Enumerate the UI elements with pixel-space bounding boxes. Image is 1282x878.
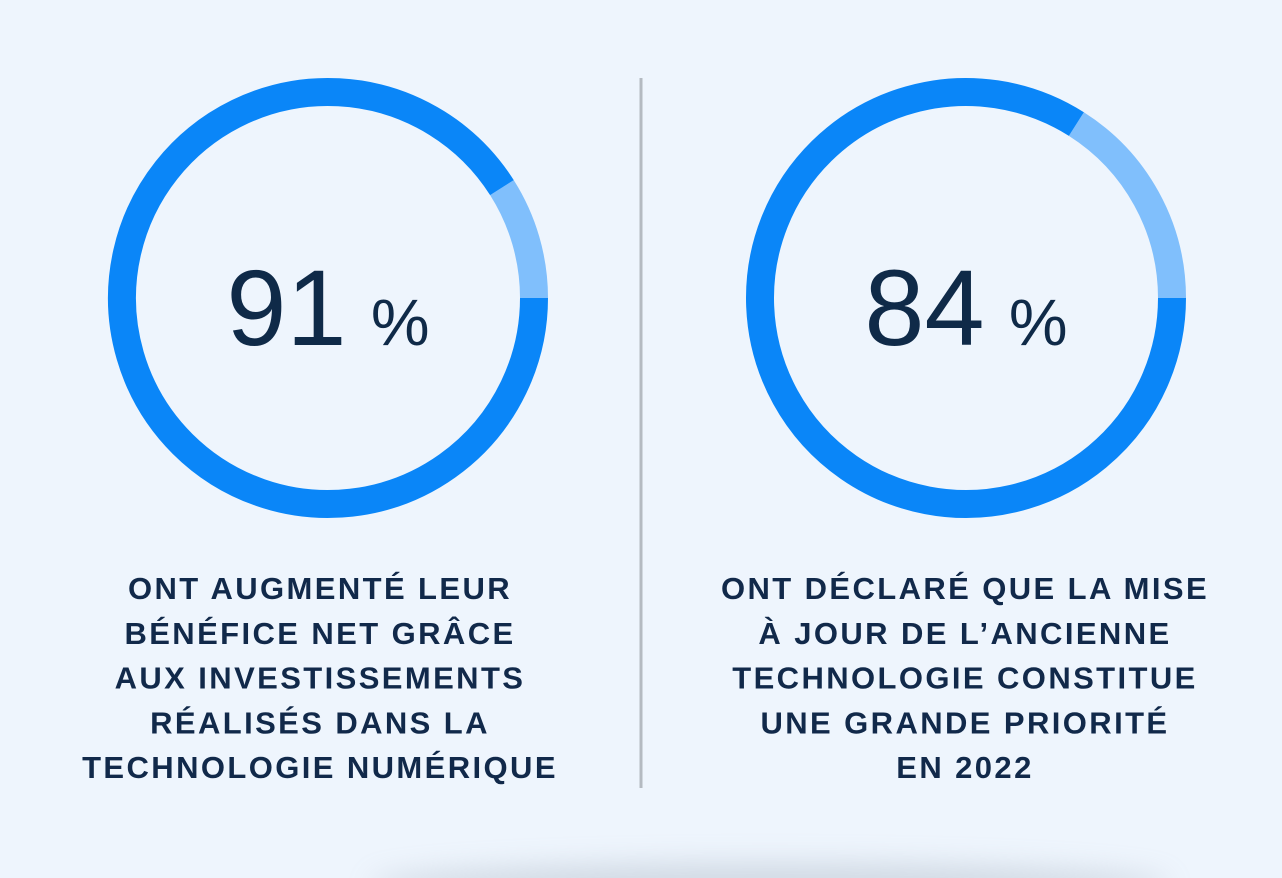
caption-line: TECHNOLOGIE CONSTITUE: [732, 661, 1197, 696]
value-number: 91: [226, 247, 346, 368]
value-unit: %: [991, 285, 1068, 359]
caption-line: À JOUR DE L’ANCIENNE: [758, 616, 1171, 651]
value-arc: [108, 78, 548, 518]
caption-line: TECHNOLOGIE NUMÉRIQUE: [82, 750, 558, 785]
remainder-arc: [489, 180, 548, 299]
remainder-arc: [1068, 112, 1186, 299]
caption-line: AUX INVESTISSEMENTS: [115, 661, 526, 696]
caption-line: ONT AUGMENTÉ LEUR: [128, 571, 512, 606]
caption-line: UNE GRANDE PRIORITÉ: [760, 705, 1169, 740]
value-unit: %: [353, 285, 430, 359]
value-number: 84: [864, 247, 984, 368]
caption-line: ONT DÉCLARÉ QUE LA MISE: [721, 571, 1209, 606]
caption-line: EN 2022: [896, 750, 1033, 785]
shadow: [390, 863, 1150, 878]
value-label: 91 %: [226, 247, 429, 368]
caption-line: RÉALISÉS DANS LA: [150, 705, 490, 740]
caption-line: BÉNÉFICE NET GRÂCE: [124, 615, 515, 651]
value-arc: [746, 78, 1186, 518]
value-label: 84 %: [864, 247, 1067, 368]
